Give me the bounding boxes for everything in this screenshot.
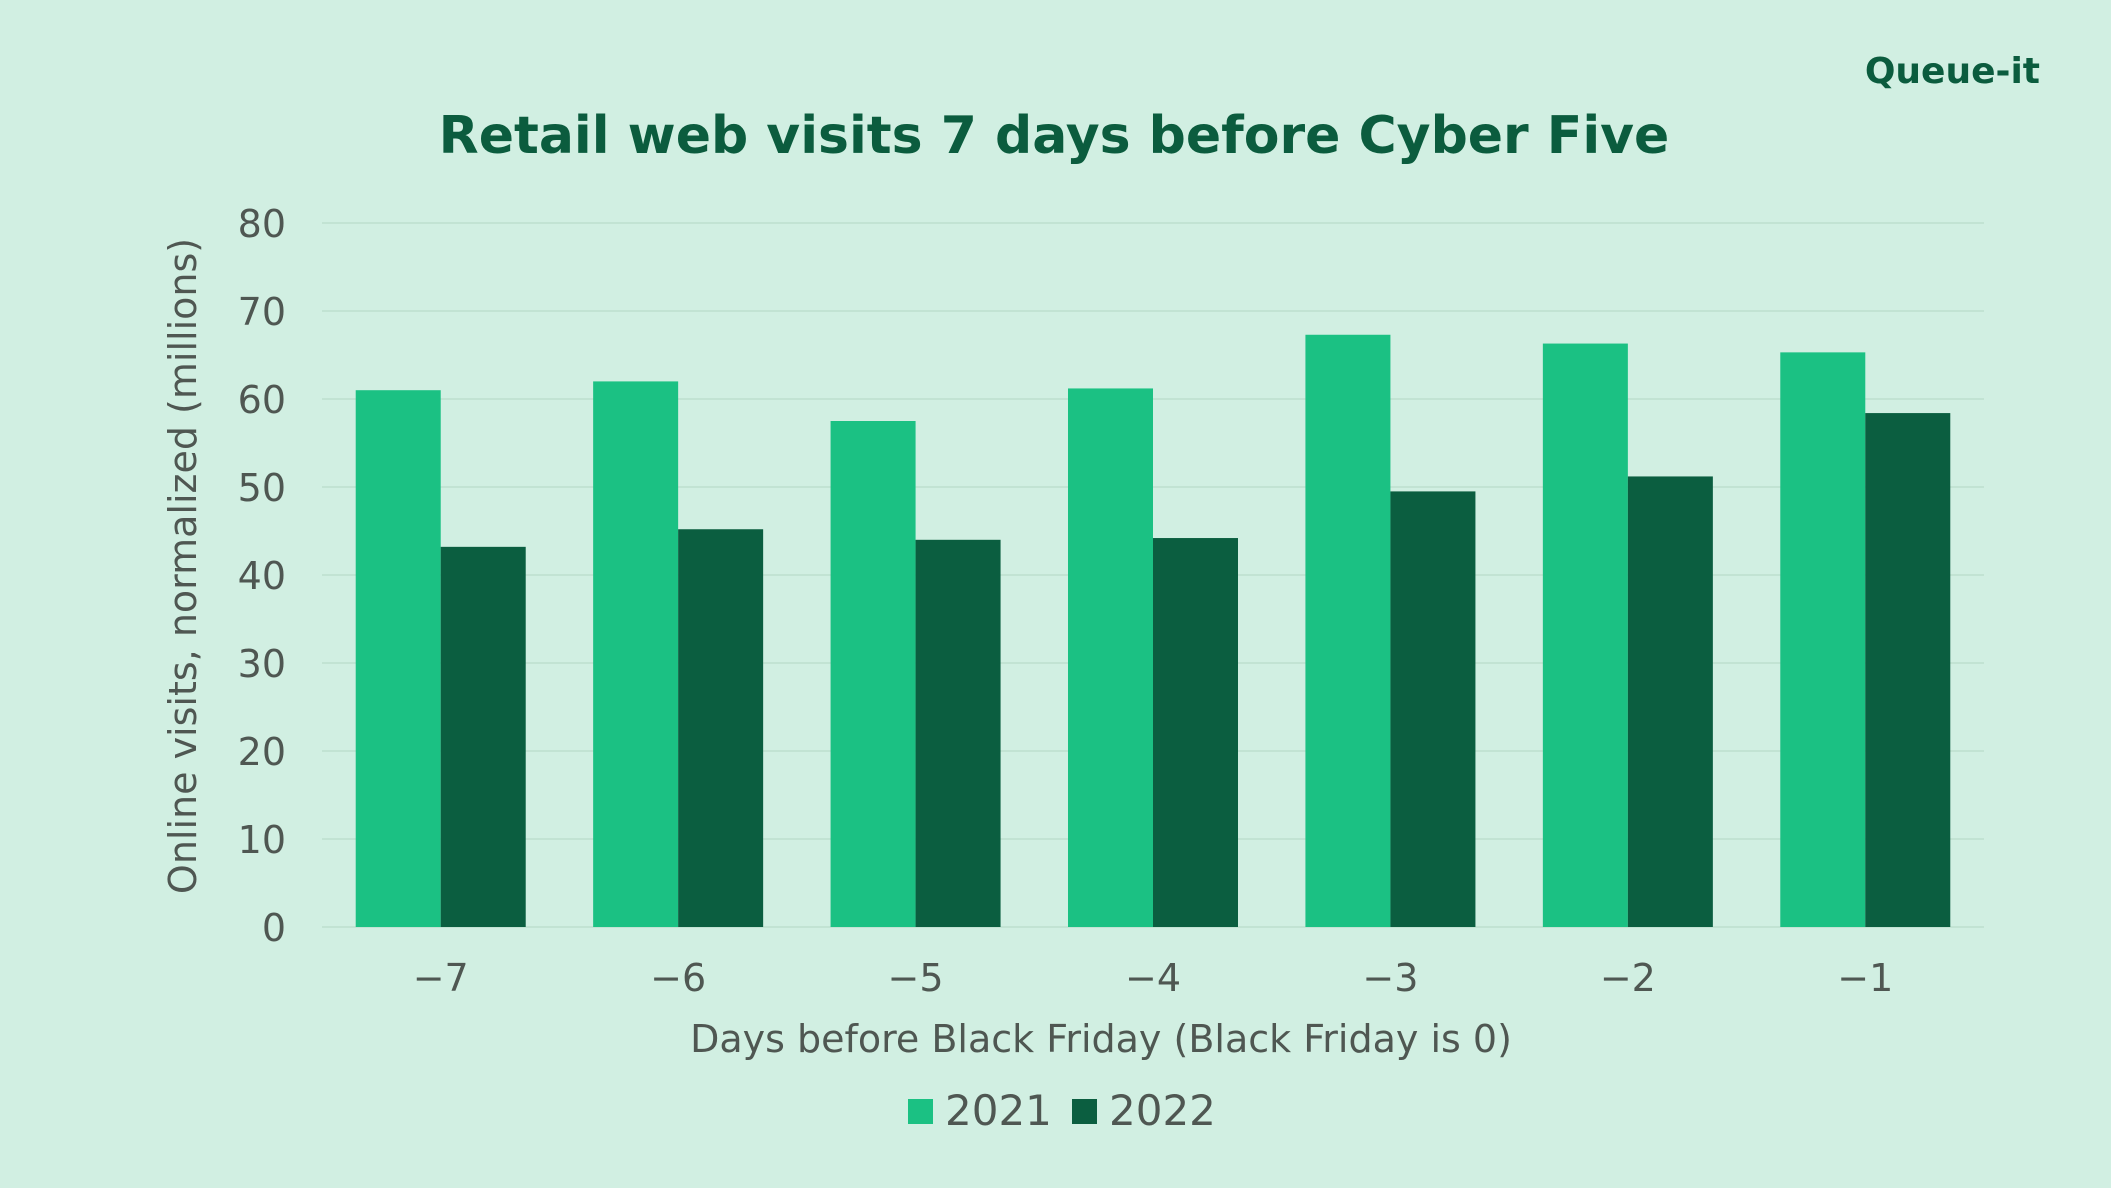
y-tick-label: 10 [238, 818, 286, 862]
x-tick-label: −7 [413, 956, 469, 1000]
bar-2022-day1 [440, 546, 526, 927]
legend-swatch-2021 [908, 1099, 933, 1124]
y-tick-label: 40 [238, 554, 286, 598]
legend-swatch-2022 [1072, 1099, 1097, 1124]
chart-title: Retail web visits 7 days before Cyber Fi… [439, 106, 1670, 166]
x-tick-label: −2 [1600, 956, 1656, 1000]
y-tick-label: 0 [262, 906, 286, 950]
bar-2022-day7 [1865, 413, 1951, 928]
bar-2022-day4 [1153, 538, 1238, 927]
legend-label-2022: 2022 [1109, 1086, 1216, 1135]
bar-2022-day2 [678, 529, 764, 927]
bar-2021-day3 [830, 421, 916, 927]
x-axis-ticks: −7 −6 −5 −4 −3 −2 −1 [413, 956, 1894, 1000]
queue-it-logo: Queue-it [1865, 51, 2040, 92]
bar-2021-day2 [593, 381, 679, 927]
bar-2021-day6 [1542, 343, 1628, 927]
x-axis-label: Days before Black Friday (Black Friday i… [690, 1017, 1512, 1061]
x-tick-label: −3 [1362, 956, 1418, 1000]
y-tick-label: 30 [238, 642, 286, 686]
x-tick-label: −1 [1837, 956, 1893, 1000]
bar-2021-day5 [1305, 334, 1391, 927]
bar-2021-day1 [355, 390, 441, 927]
x-tick-label: −4 [1125, 956, 1181, 1000]
bar-2022-day6 [1627, 476, 1713, 927]
bar-2022-day5 [1390, 491, 1476, 927]
bars [355, 334, 1951, 928]
y-axis-ticks: 0 10 20 30 40 50 60 70 80 [238, 202, 286, 950]
x-tick-label: −5 [888, 956, 944, 1000]
bar-2021-day4 [1068, 388, 1153, 927]
bar-2022-day3 [915, 539, 1001, 927]
y-tick-label: 80 [238, 202, 286, 246]
y-tick-label: 20 [238, 730, 286, 774]
bar-2021-day7 [1780, 352, 1866, 927]
y-tick-label: 60 [238, 378, 286, 422]
x-tick-label: −6 [650, 956, 706, 1000]
y-tick-label: 50 [238, 466, 286, 510]
y-tick-label: 70 [238, 290, 286, 334]
legend: 2021 2022 [908, 1086, 1216, 1135]
legend-label-2021: 2021 [945, 1086, 1052, 1135]
y-axis-label: Online visits, normalized (millions) [161, 238, 205, 894]
